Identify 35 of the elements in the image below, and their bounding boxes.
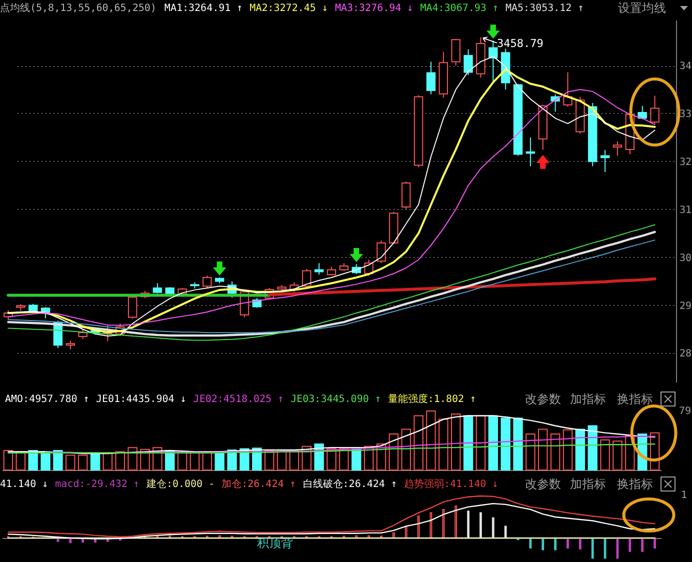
text: MA5:3053.12 ↑ xyxy=(505,3,584,14)
text: 加指标 xyxy=(570,477,606,491)
text: 加指标 xyxy=(570,392,606,406)
chart-title: 点均线(5,8,13,55,60,65,250) xyxy=(0,2,156,14)
text: 建仓:0.000 - xyxy=(145,478,215,490)
text: MA3:3276.94 ↓ xyxy=(334,3,414,14)
text: JE02:4518.025 ↑ xyxy=(193,394,284,405)
text: 白线破仓:26.424 ↑ xyxy=(302,478,397,490)
annotation: 积顶背 xyxy=(257,536,293,550)
text: 改参数 xyxy=(525,477,561,491)
text: AMO:4957.780 ↑ xyxy=(5,394,90,405)
text: 79 xyxy=(679,406,692,417)
legend-label: 量能强度:1.802 ↑ xyxy=(388,393,476,405)
annotation: 3458.79 xyxy=(497,37,544,50)
y-tick-label: 29 xyxy=(680,300,692,312)
text: MA4:3067.93 ↑ xyxy=(420,3,498,14)
text: 换指标 xyxy=(617,477,653,491)
text: MA2:3272.45 ↓ xyxy=(250,3,328,14)
text: 换指标 xyxy=(617,392,653,406)
y-tick-label: 33 xyxy=(680,108,692,120)
y-tick-label: 34 xyxy=(680,61,692,72)
y-tick-label: 31 xyxy=(680,204,692,216)
text: 设置均线 xyxy=(618,1,666,15)
text: 1 xyxy=(681,490,688,501)
text: JE01:4435.904 ↓ xyxy=(96,394,186,405)
y-tick-label: 28 xyxy=(680,348,692,360)
text: macd:-29.432 ↑ xyxy=(55,479,140,490)
legend-label: 加仓:26.424 ↑ xyxy=(222,478,296,490)
text: 改参数 xyxy=(525,392,561,406)
legend-label: 41.140 ↓ xyxy=(0,479,48,490)
y-tick-label: 30 xyxy=(680,252,692,264)
text: MA1:3264.91 ↑ xyxy=(164,3,243,14)
series-label: 趋势强弱:41.140 ↓ xyxy=(404,478,498,490)
text: JE03:3445.090 ↑ xyxy=(290,394,381,405)
y-tick-label: 32 xyxy=(680,156,692,168)
